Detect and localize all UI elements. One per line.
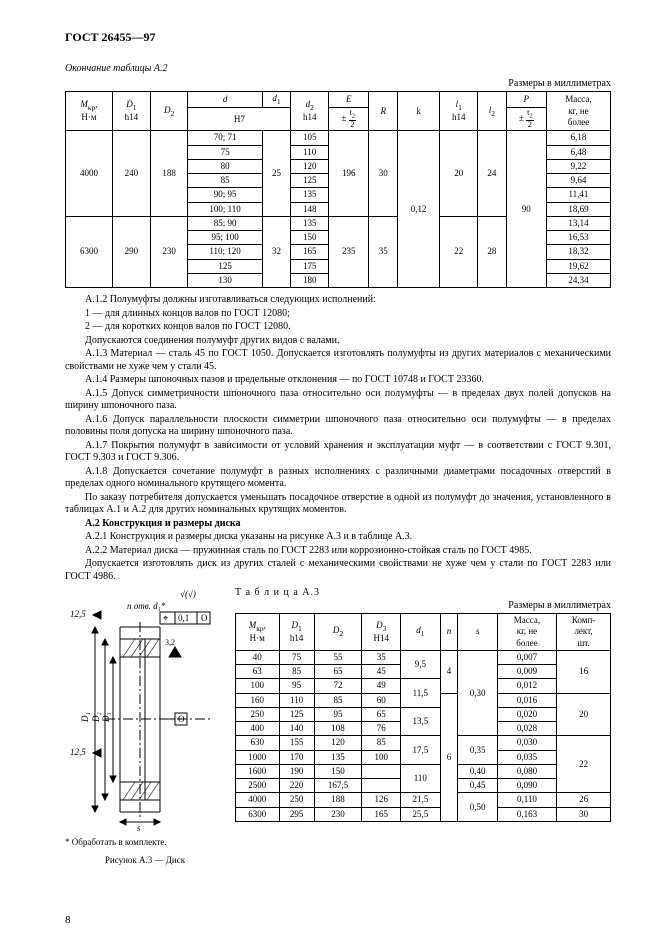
table-a3-units: Размеры в миллиметрах <box>235 600 611 613</box>
svg-text:√(√): √(√) <box>180 589 196 599</box>
svg-text:О: О <box>201 613 208 623</box>
svg-text:D₂: D₂ <box>91 713 101 724</box>
table-a3: Mкр,Н·м D1h14 D2 D3H14 d1 n s Масса,кг, … <box>235 613 611 822</box>
svg-text:s: s <box>137 823 141 832</box>
svg-text:3,2: 3,2 <box>165 638 175 647</box>
table-a2: Mкр,Н·м D1h14 D2 d d1 d2h14 E R k l1h14 … <box>65 91 611 288</box>
svg-text:12,5: 12,5 <box>70 747 86 757</box>
notes-block: А.1.2 Полумуфты должны изготавливаться с… <box>65 294 611 583</box>
svg-text:D₃: D₃ <box>101 713 111 724</box>
svg-text:0,1: 0,1 <box>178 613 189 623</box>
figure-note: * Обработать в комплекте. <box>65 837 225 848</box>
table-a2-units: Размеры в миллиметрах <box>65 78 611 91</box>
svg-text:n отв. d₁*: n отв. d₁* <box>127 601 166 611</box>
svg-text:⌖: ⌖ <box>163 613 168 623</box>
page-number: 8 <box>65 914 71 928</box>
svg-text:О: О <box>178 714 185 724</box>
table-a2-caption: Окончание таблицы А.2 <box>65 63 611 76</box>
doc-header: ГОСТ 26455—97 <box>65 30 611 45</box>
figure-a3: √(√) n отв. d₁* ⌖ 0,1 О 12,5 12,5 <box>65 587 225 835</box>
svg-text:12,5: 12,5 <box>70 609 86 619</box>
table-a3-label: Т а б л и ц а А.3 <box>235 587 611 600</box>
svg-text:D₁: D₁ <box>80 713 90 724</box>
figure-title: Рисунок А.3 — Диск <box>65 855 225 866</box>
